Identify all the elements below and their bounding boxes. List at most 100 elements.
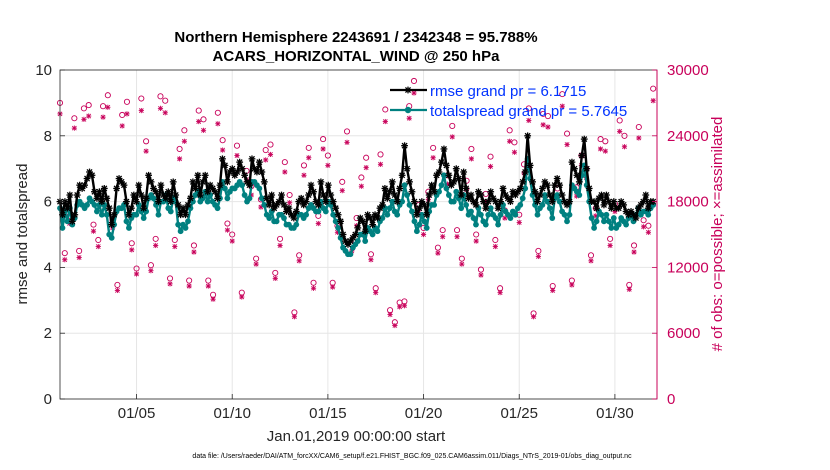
rmse-point [632, 214, 640, 222]
obs-possible-point [320, 136, 327, 143]
rmse-point [81, 181, 89, 189]
chart-title-line1: Northern Hemisphere 2243691 / 2342348 = … [174, 29, 537, 46]
obs-assimilated-point [459, 261, 465, 267]
spread-point [330, 211, 337, 218]
rmse-point [292, 208, 300, 215]
spread-point [84, 201, 90, 208]
spread-point [155, 211, 162, 218]
obs-possible-point [645, 222, 652, 229]
obs-possible-point [535, 247, 542, 254]
spread-point [64, 218, 71, 225]
obs-assimilated-point [507, 138, 513, 144]
obs-possible-point [214, 109, 221, 116]
obs-assimilated-point [172, 243, 178, 250]
obs-possible-point [281, 159, 288, 166]
obs-possible-point [363, 154, 370, 161]
obs-assimilated-point [392, 322, 398, 329]
obs-assimilated-point [358, 183, 364, 189]
obs-possible-point [104, 92, 111, 99]
obs-assimilated-point [497, 290, 503, 296]
spread-point [519, 195, 526, 202]
spread-point [185, 218, 191, 225]
rmse-point [199, 178, 207, 186]
rmse-point [105, 204, 113, 212]
rmse-point [553, 175, 561, 182]
x-tick-label: 01/10 [213, 405, 251, 422]
spread-point [436, 188, 442, 195]
spread-point [416, 221, 423, 228]
obs-possible-point [152, 235, 159, 242]
rmse-point [457, 191, 465, 199]
rmse-point [526, 162, 534, 169]
spread-point [566, 211, 573, 218]
obs-assimilated-point [229, 238, 235, 244]
obs-possible-point [195, 107, 202, 114]
rmse-point [130, 191, 138, 199]
obs-possible-point [229, 231, 236, 238]
spread-point [487, 205, 494, 212]
obs-assimilated-point [277, 242, 283, 249]
obs-assimilated-point [564, 141, 570, 148]
obs-assimilated-point [626, 286, 632, 292]
rmse-point [519, 178, 527, 186]
spread-point [123, 218, 130, 225]
rmse-point [66, 191, 74, 199]
rmse-point [534, 198, 541, 205]
obs-possible-point [157, 93, 164, 100]
obs-assimilated-point [363, 165, 369, 171]
rmse-point [275, 198, 283, 205]
rmse-point [460, 168, 468, 176]
obs-assimilated-point [430, 155, 436, 161]
obs-assimilated-point [205, 283, 211, 289]
spread-point [126, 225, 132, 231]
rmse-point [189, 178, 197, 186]
rmse-point [278, 191, 285, 199]
obs-assimilated-point [148, 268, 154, 274]
rmse-point [140, 204, 148, 212]
obs-assimilated-point [196, 118, 202, 125]
obs-possible-point [640, 217, 647, 224]
rmse-point [381, 185, 389, 192]
obs-assimilated-point [119, 123, 125, 129]
obs-assimilated-point [210, 296, 216, 302]
obs-possible-point [511, 139, 518, 146]
spread-point [150, 195, 157, 202]
rmse-point [228, 165, 236, 173]
rmse-point [324, 181, 332, 189]
obs-possible-point [305, 144, 312, 151]
obs-assimilated-point [320, 146, 326, 152]
rmse-point [585, 185, 593, 192]
rmse-point [63, 204, 71, 212]
spread-point [468, 208, 474, 215]
obs-assimilated-point [617, 128, 623, 135]
rmse-point [487, 188, 495, 196]
obs-possible-point [487, 153, 494, 160]
obs-possible-point [449, 122, 456, 129]
rmse-point [258, 168, 266, 176]
spread-point [546, 205, 553, 212]
spread-point [608, 225, 615, 231]
spread-point [591, 225, 598, 231]
obs-assimilated-point [330, 284, 336, 290]
obs-assimilated-point [306, 155, 312, 161]
spread-point [495, 221, 502, 228]
rmse-point [499, 185, 507, 192]
obs-assimilated-point [602, 148, 608, 154]
spread-point [556, 198, 563, 205]
obs-assimilated-point [234, 152, 240, 159]
rmse-point [191, 185, 199, 192]
obs-possible-point [587, 252, 595, 259]
spread-point [463, 201, 470, 208]
rmse-point [445, 171, 453, 179]
rmse-point [201, 171, 209, 179]
rmse-point [322, 198, 330, 205]
spread-point [335, 225, 342, 231]
obs-assimilated-point [545, 124, 551, 130]
obs-possible-point [477, 266, 485, 273]
rmse-point [361, 227, 369, 235]
obs-assimilated-point [129, 247, 135, 253]
y-right-tick-label: 6000 [667, 325, 700, 342]
rmse-point [110, 211, 118, 219]
rmse-point [83, 175, 91, 182]
spread-point [482, 221, 489, 228]
